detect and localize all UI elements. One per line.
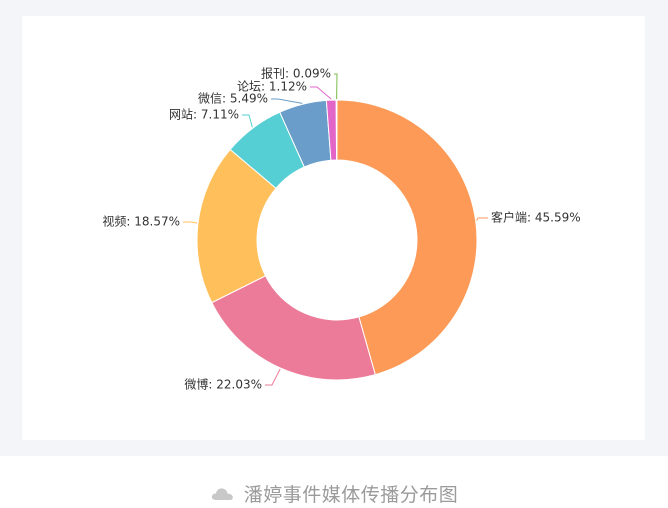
caption-text: 潘婷事件媒体传播分布图 xyxy=(243,483,459,506)
leader-line-6 xyxy=(310,86,332,100)
leader-line-5 xyxy=(271,98,303,104)
leader-line-1 xyxy=(476,217,488,221)
slice-label-7: 报刊: 0.09% xyxy=(261,66,331,81)
slice-label-2: 微博: 22.03% xyxy=(184,377,262,392)
slice-label-1: 客户端: 45.59% xyxy=(491,210,581,225)
donut-labels: 客户端: 45.59% 微博: 22.03% 视频: 18.57% 网站: 7.11%… xyxy=(102,66,580,392)
slice-label-6: 论坛: 1.12% xyxy=(237,80,307,94)
slice-label-3: 视频: 18.57% xyxy=(102,214,180,229)
donut-slice-1 xyxy=(336,99,478,376)
leader-line-3 xyxy=(183,221,198,224)
donut-chart: 客户端: 45.59% 微博: 22.03% 视频: 18.57% 网站: 7.11%… xyxy=(102,66,580,392)
donut-slice-2 xyxy=(211,275,376,381)
leader-line-4 xyxy=(242,114,253,128)
slice-label-5: 微信: 5.49% xyxy=(198,92,268,106)
cloud-icon xyxy=(211,488,233,500)
leader-line-7 xyxy=(334,73,338,100)
donut-slice-7 xyxy=(335,99,338,161)
leader-line-2 xyxy=(265,368,281,386)
chart-frame xyxy=(0,0,668,456)
donut-slices xyxy=(196,99,478,381)
chart-caption: 潘婷事件媒体传播分布图 xyxy=(0,478,668,508)
slice-label-4: 网站: 7.11% xyxy=(169,108,239,122)
